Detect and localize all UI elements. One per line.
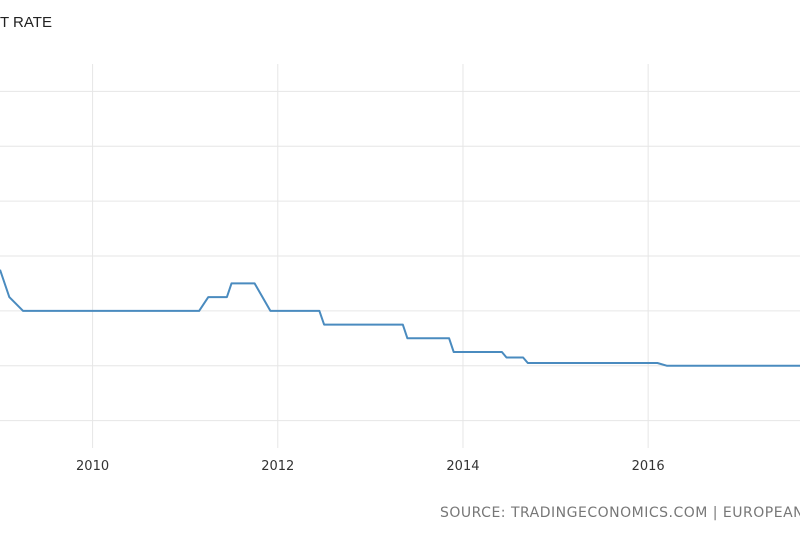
x-tick-label: 2012 [261, 459, 294, 474]
x-tick-label: 2010 [76, 459, 109, 474]
series-group [0, 269, 800, 367]
x-tick-label: 2014 [446, 459, 479, 474]
x-axis-ticks: 2010 2012 2014 2016 [76, 459, 665, 474]
chart-title: T RATE [0, 14, 52, 31]
grid-lines [0, 64, 800, 448]
source-credit: SOURCE: TRADINGECONOMICS.COM | EUROPEAN [440, 505, 800, 521]
x-tick-label: 2016 [632, 459, 665, 474]
series-line [0, 269, 800, 367]
